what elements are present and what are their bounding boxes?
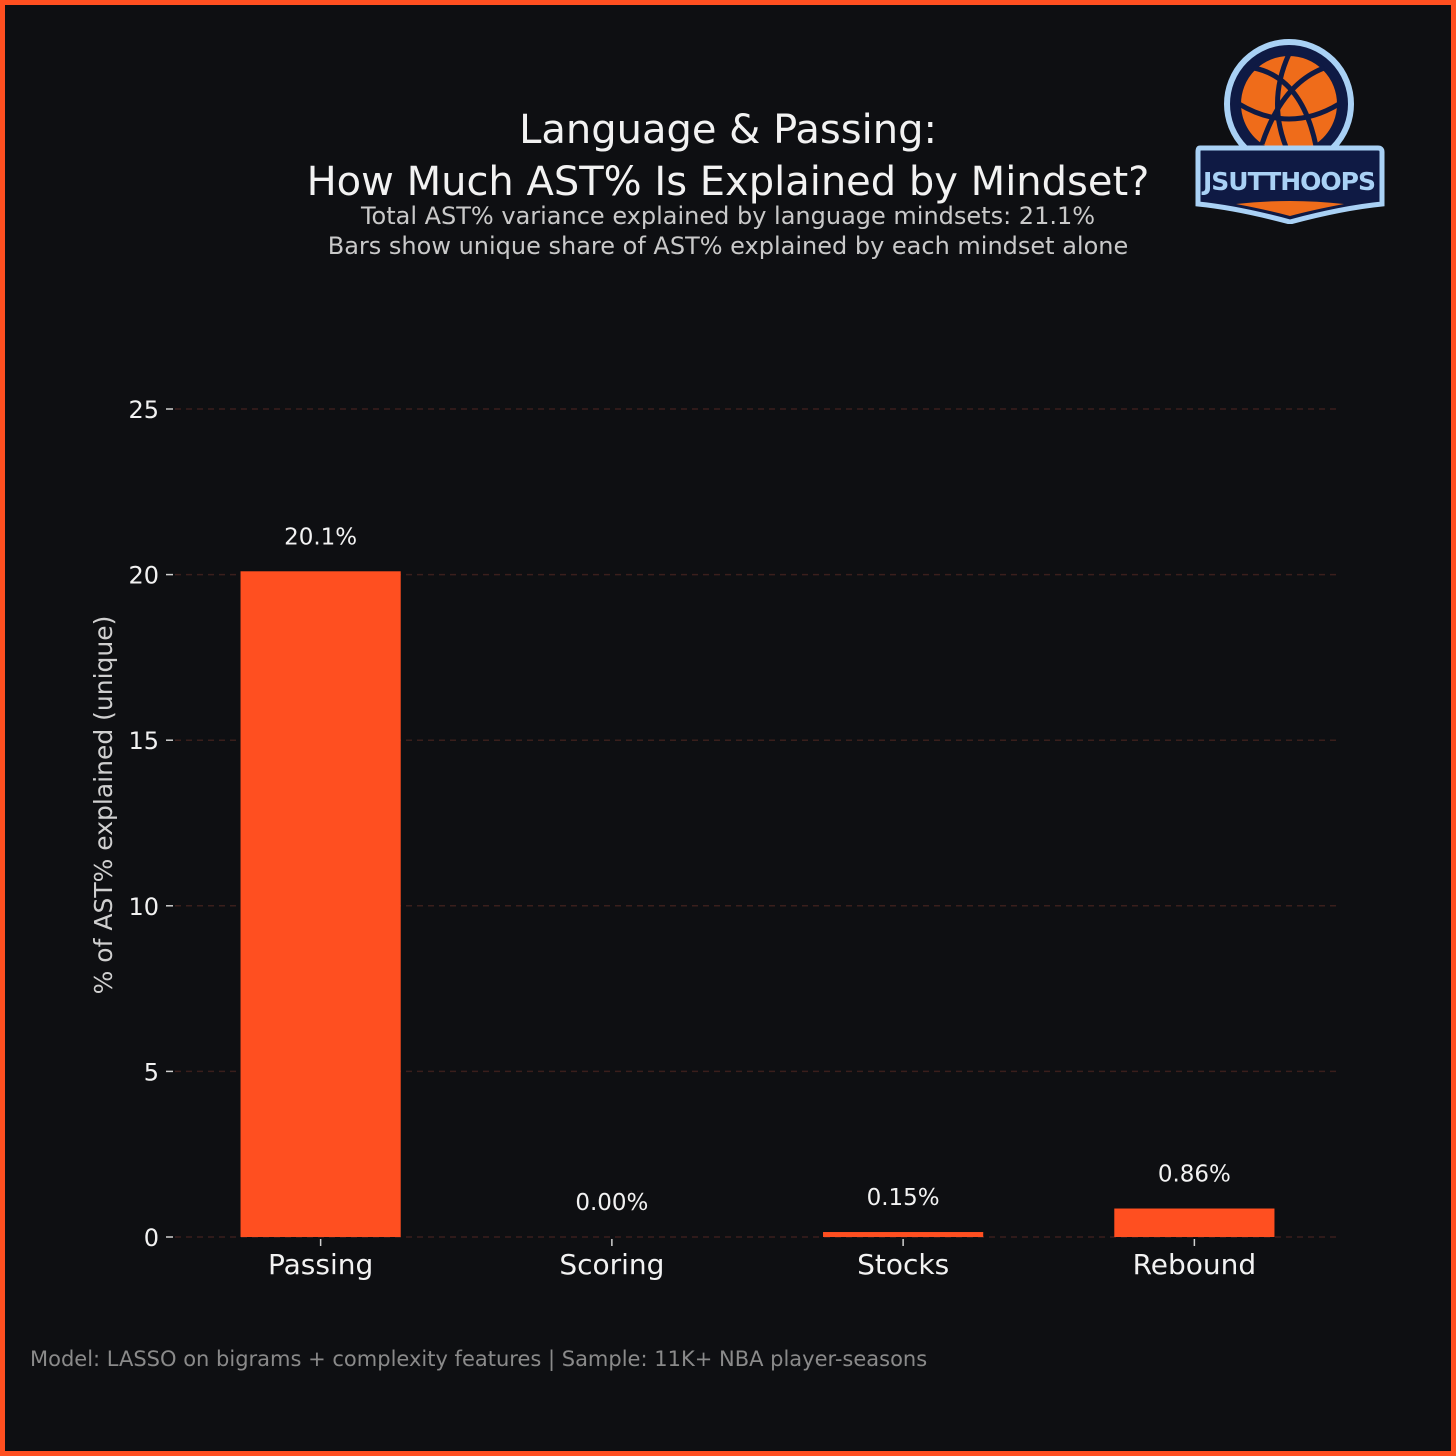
x-tick-label: Rebound [1133,1248,1257,1281]
y-tick-label: 10 [128,893,159,921]
basketball-icon [1224,39,1354,169]
y-tick-label: 20 [128,562,159,590]
chart-subtitle-line-2: Bars show unique share of AST% explained… [327,232,1129,260]
y-tick-label: 0 [144,1224,159,1252]
jsutthoops-logo: JSUTTHOOPS [1195,39,1385,224]
y-tick-label: 5 [144,1058,159,1086]
bar-stocks [823,1232,984,1237]
y-tick-label: 15 [128,727,159,755]
bar-passing [240,571,401,1237]
chart-title-line-1: Language & Passing: [519,107,937,153]
data-label: 0.86% [1158,1162,1231,1188]
bar-rebound [1114,1208,1275,1237]
data-label: 0.00% [575,1190,648,1216]
x-tick-label: Scoring [559,1248,664,1281]
bars [240,571,1275,1237]
axis-ticks: 0 5 10 15 20 25 Passing Scoring Stocks Rebound [128,396,1256,1281]
x-tick-label: Stocks [857,1248,949,1281]
logo-text: JSUTTHOOPS [1201,167,1375,196]
data-labels: 20.1% 0.00% 0.15% 0.86% [284,524,1231,1216]
data-label: 0.15% [867,1185,940,1211]
y-axis-label: % of AST% explained (unique) [89,616,118,995]
chart-title-line-2: How Much AST% Is Explained by Mindset? [306,159,1150,205]
footnote: Model: LASSO on bigrams + complexity fea… [30,1347,928,1371]
x-tick-label: Passing [268,1248,373,1281]
data-label: 20.1% [284,524,357,550]
chart-subtitle-line-1: Total AST% variance explained by languag… [360,202,1096,230]
y-tick-label: 25 [128,396,159,424]
